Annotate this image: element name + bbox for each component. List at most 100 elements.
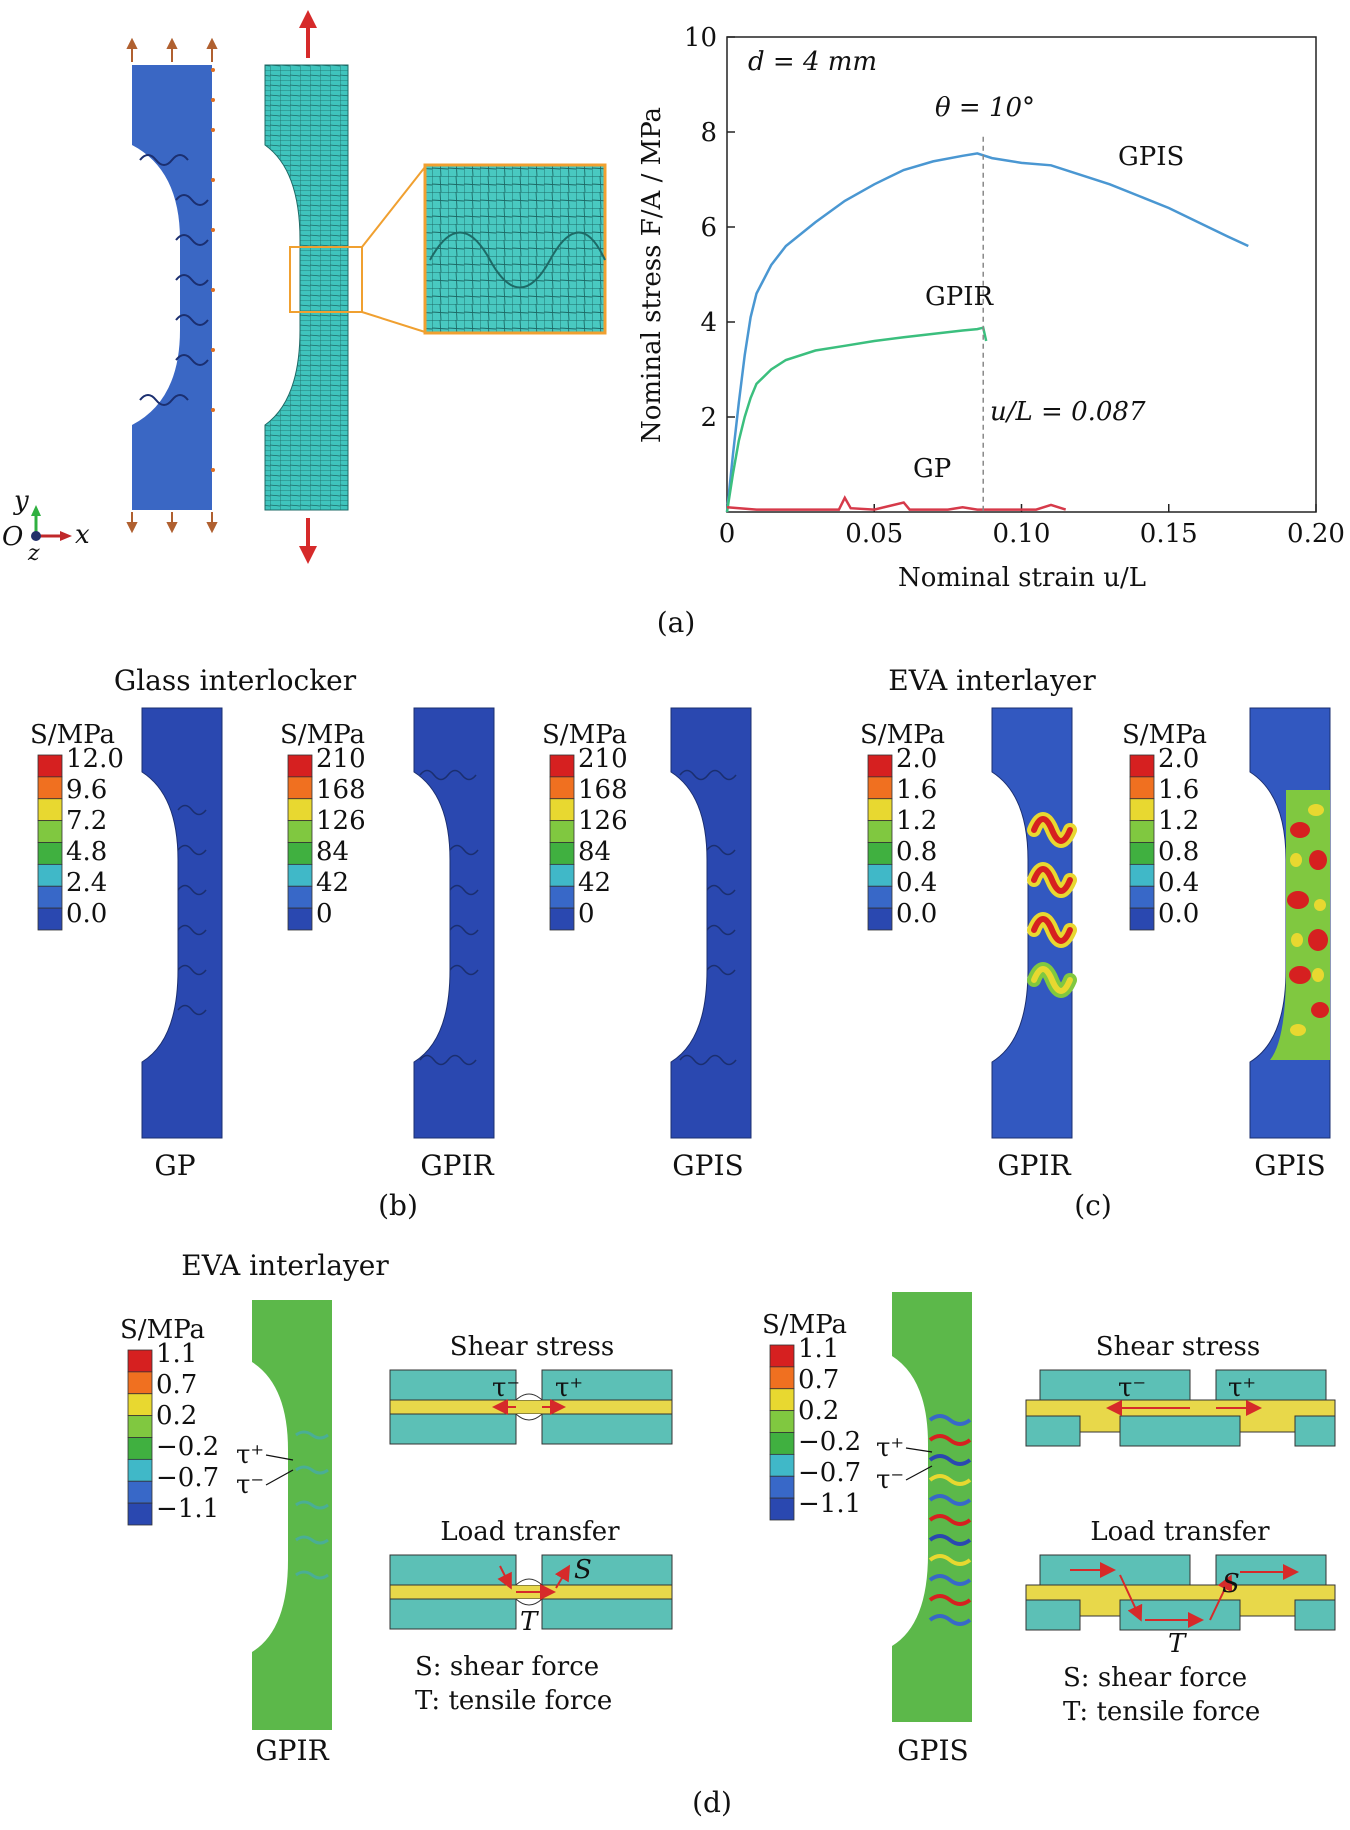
series-label-gp: GP xyxy=(913,454,951,484)
legend-value: 0.4 xyxy=(1158,868,1199,898)
legend-swatch xyxy=(867,885,893,909)
legend-unit: S/MPa xyxy=(30,720,115,750)
tau-minus-gpir: τ⁻ xyxy=(236,1470,264,1500)
legend-swatch xyxy=(37,907,63,931)
legend-value: −1.1 xyxy=(156,1494,219,1524)
shear-title-gpir: Shear stress xyxy=(450,1332,614,1362)
legend-value: 126 xyxy=(316,806,366,836)
legend-swatch xyxy=(867,820,893,843)
specimen-gpis-glass xyxy=(670,707,752,1139)
legend-value: −0.2 xyxy=(156,1432,219,1462)
T-label-gpir: T xyxy=(520,1607,539,1637)
y-tick-label: 8 xyxy=(700,118,717,148)
legend-unit: S/MPa xyxy=(120,1315,205,1345)
legend-value: 1.1 xyxy=(156,1339,197,1369)
legend-swatch xyxy=(287,820,313,843)
legend-swatch xyxy=(769,1497,795,1521)
legend-swatch xyxy=(287,907,313,931)
tau-minus-gpis: τ⁻ xyxy=(876,1465,904,1495)
series-label-gpis: GPIS xyxy=(1118,142,1184,172)
label-gpis-eva: GPIS xyxy=(1254,1149,1325,1182)
label-gpir-eva: GPIR xyxy=(997,1149,1071,1182)
legend-value: 7.2 xyxy=(66,806,107,836)
annotation-d: d = 4 mm xyxy=(748,47,877,77)
panel-b: Glass interlocker S/MPa12.09.67.24.82.40… xyxy=(30,664,752,1222)
legend-value: 0.4 xyxy=(896,868,937,898)
tau-plus-schematic-gpis: τ⁺ xyxy=(1228,1373,1256,1403)
y-tick-label: 6 xyxy=(700,213,717,243)
legend-swatch xyxy=(1129,885,1155,909)
legend-swatch xyxy=(867,776,893,800)
series-line-gpis xyxy=(725,152,1249,513)
load-title-gpis: Load transfer xyxy=(1090,1517,1270,1547)
specimen-model xyxy=(126,37,218,534)
specimen-gp xyxy=(141,707,223,1139)
legend-swatch xyxy=(127,1502,153,1526)
legend-value: −1.1 xyxy=(798,1489,861,1519)
panel-d: EVA interlayer S/MPa1.10.70.2−0.2−0.7−1.… xyxy=(120,1249,1336,1819)
legend-value: 168 xyxy=(578,775,628,805)
series-line-gp xyxy=(726,495,1067,511)
legend-unit: S/MPa xyxy=(280,720,365,750)
legend-value: 1.1 xyxy=(798,1334,839,1364)
legend-value: 2.0 xyxy=(1158,744,1199,774)
axis-y-label: y xyxy=(13,486,29,516)
legend-value: 1.2 xyxy=(896,806,937,836)
legend-value: 84 xyxy=(578,837,611,867)
legend-value: 12.0 xyxy=(66,744,124,774)
label-gp: GP xyxy=(154,1149,195,1182)
legend-value: 0.0 xyxy=(1158,899,1199,929)
x-tick-label: 0.15 xyxy=(1140,519,1198,549)
legend-value: 1.6 xyxy=(896,775,937,805)
stress-strain-chart: 0 0.05 0.10 0.15 0.20 2 4 6 8 10 d = 4 mm θ = 10°… xyxy=(637,23,1345,593)
mesh-zoom-inset xyxy=(423,163,607,335)
specimen-gpis-eva xyxy=(1249,707,1331,1139)
load-title-gpir: Load transfer xyxy=(440,1517,620,1547)
legend-value: −0.7 xyxy=(156,1463,219,1493)
shear-title-gpis: Shear stress xyxy=(1096,1332,1260,1362)
legend-unit: S/MPa xyxy=(1122,720,1207,750)
legend-swatch xyxy=(287,885,313,909)
legend-swatch xyxy=(127,1349,153,1373)
panel-d-title: EVA interlayer xyxy=(181,1249,389,1282)
legend-value: −0.7 xyxy=(798,1458,861,1488)
legend-swatch xyxy=(867,798,893,822)
x-tick-label: 0.20 xyxy=(1287,519,1345,549)
legend-value: 168 xyxy=(316,775,366,805)
label-gpir-glass: GPIR xyxy=(420,1149,494,1182)
tau-plus-gpis: τ⁺ xyxy=(876,1433,904,1463)
specimen-gpir-shear: τ⁺ τ⁻ GPIR xyxy=(236,1300,332,1767)
legend-S-gpir: S: shear force xyxy=(415,1652,599,1682)
legend-unit: S/MPa xyxy=(542,720,627,750)
legend-swatch xyxy=(127,1371,153,1395)
legend-swatch xyxy=(287,863,313,887)
legend-swatch xyxy=(549,885,575,909)
legend-swatch xyxy=(549,820,575,843)
legend-swatch xyxy=(769,1432,795,1455)
legend-value: 0 xyxy=(578,899,595,929)
legend-value: 4.8 xyxy=(66,837,107,867)
legend-unit: S/MPa xyxy=(762,1310,847,1340)
legend-value: 0.8 xyxy=(1158,837,1199,867)
y-tick-label: 10 xyxy=(684,23,717,53)
legend-swatch xyxy=(1129,754,1155,778)
legend-value: 2.4 xyxy=(66,868,107,898)
label-gpir-shear: GPIR xyxy=(255,1734,329,1767)
legend-value: 0.0 xyxy=(66,899,107,929)
tau-minus-schematic-gpis: τ⁻ xyxy=(1118,1373,1146,1403)
legend-swatch xyxy=(37,842,63,865)
legend-swatch xyxy=(287,842,313,865)
specimen-gpir-eva xyxy=(991,707,1077,1139)
tension-arrow-top xyxy=(299,10,317,58)
tau-plus-schematic-gpir: τ⁺ xyxy=(555,1373,583,1403)
legend-swatch xyxy=(127,1437,153,1460)
legend-value: 0.7 xyxy=(156,1370,197,1400)
legend-swatch xyxy=(867,754,893,778)
coordinate-axes: y O x z xyxy=(2,486,90,566)
legend-swatch xyxy=(549,907,575,931)
